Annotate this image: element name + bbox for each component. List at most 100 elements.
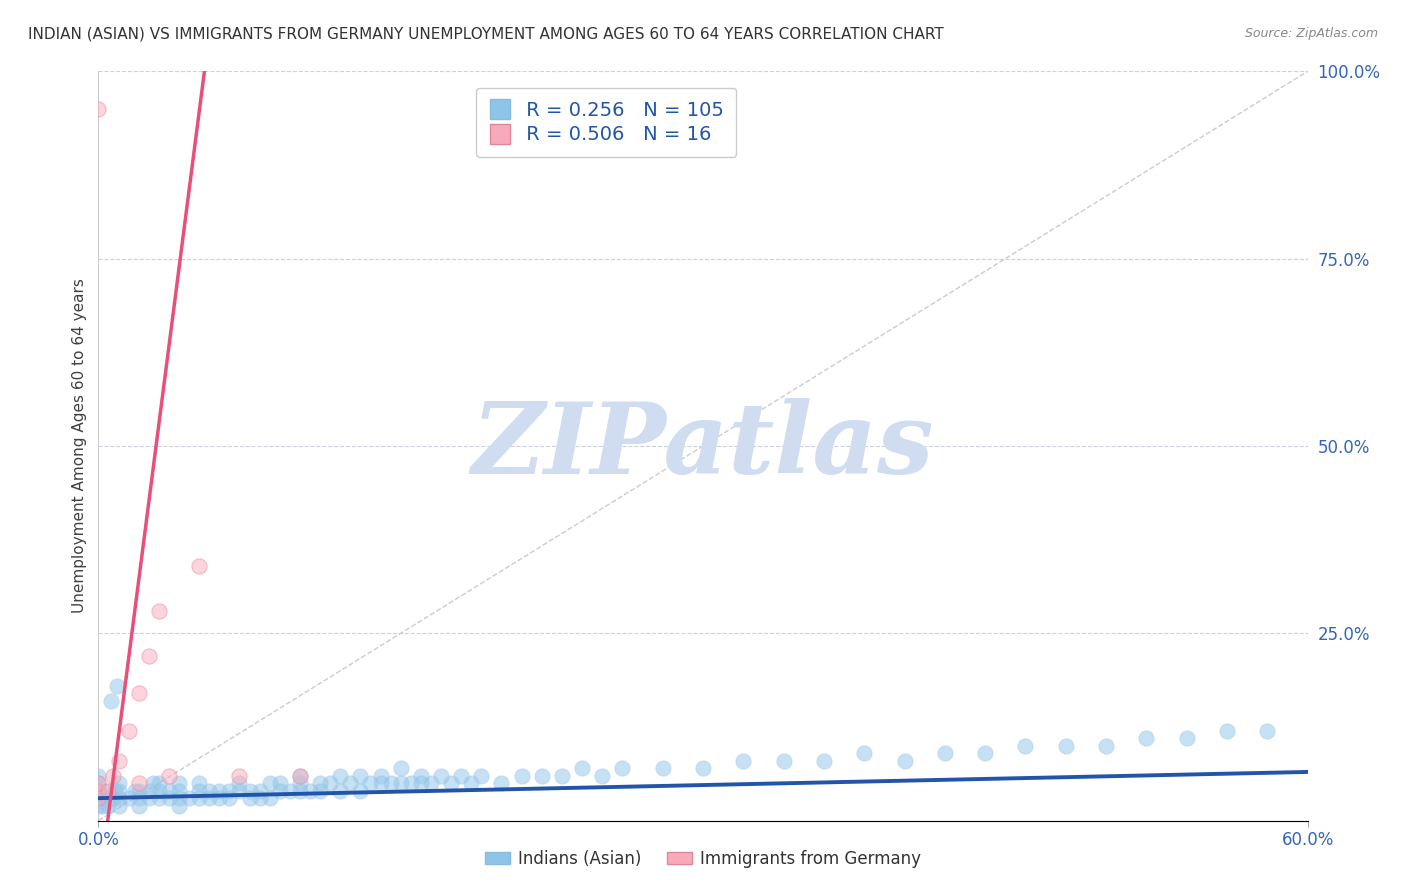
Point: [259, 791, 281, 805]
Point: [157, 769, 180, 783]
Point: [128, 798, 150, 813]
Point: [370, 769, 392, 783]
Y-axis label: Unemployment Among Ages 60 to 64 years: Unemployment Among Ages 60 to 64 years: [72, 278, 87, 614]
Point: [470, 769, 492, 783]
Point: [228, 776, 250, 790]
Point: [188, 783, 211, 797]
Point: [813, 754, 835, 768]
Point: [188, 558, 211, 573]
Point: [309, 783, 332, 797]
Point: [107, 783, 129, 797]
Point: [101, 791, 124, 805]
Text: INDIAN (ASIAN) VS IMMIGRANTS FROM GERMANY UNEMPLOYMENT AMONG AGES 60 TO 64 YEARS: INDIAN (ASIAN) VS IMMIGRANTS FROM GERMAN…: [28, 27, 943, 42]
Point: [198, 791, 221, 805]
Point: [208, 791, 231, 805]
Point: [440, 776, 463, 790]
Point: [128, 776, 150, 790]
Point: [167, 776, 190, 790]
Point: [228, 783, 250, 797]
Point: [1216, 723, 1239, 738]
Point: [228, 769, 250, 783]
Point: [87, 776, 110, 790]
Point: [138, 791, 160, 805]
Point: [612, 761, 634, 775]
Point: [87, 791, 110, 805]
Point: [142, 776, 165, 790]
Text: Source: ZipAtlas.com: Source: ZipAtlas.com: [1244, 27, 1378, 40]
Point: [1256, 723, 1278, 738]
Point: [380, 776, 402, 790]
Point: [288, 769, 311, 783]
Point: [148, 776, 170, 790]
Point: [259, 776, 281, 790]
Point: [288, 769, 311, 783]
Point: [239, 791, 262, 805]
Point: [107, 791, 129, 805]
Point: [87, 791, 110, 805]
Point: [733, 754, 755, 768]
Point: [571, 761, 593, 775]
Point: [692, 761, 714, 775]
Point: [249, 791, 271, 805]
Point: [1095, 739, 1118, 753]
Point: [409, 769, 432, 783]
Point: [96, 783, 118, 797]
Point: [370, 776, 392, 790]
Point: [157, 783, 180, 797]
Point: [128, 783, 150, 797]
Point: [389, 776, 412, 790]
Point: [399, 776, 422, 790]
Point: [349, 769, 371, 783]
Point: [107, 776, 129, 790]
Point: [167, 798, 190, 813]
Text: ZIPatlas: ZIPatlas: [472, 398, 934, 494]
Point: [128, 686, 150, 700]
Point: [138, 648, 160, 663]
Point: [360, 776, 382, 790]
Point: [551, 769, 574, 783]
Legend: Indians (Asian), Immigrants from Germany: Indians (Asian), Immigrants from Germany: [478, 844, 928, 875]
Point: [188, 776, 211, 790]
Legend:  R = 0.256   N = 105,  R = 0.506   N = 16: R = 0.256 N = 105, R = 0.506 N = 16: [477, 88, 737, 157]
Point: [1135, 731, 1157, 746]
Point: [651, 761, 673, 775]
Point: [128, 791, 150, 805]
Point: [101, 769, 124, 783]
Point: [87, 798, 110, 813]
Point: [450, 769, 472, 783]
Point: [288, 776, 311, 790]
Point: [107, 798, 129, 813]
Point: [103, 783, 125, 797]
Point: [278, 783, 301, 797]
Point: [299, 783, 322, 797]
Point: [188, 791, 211, 805]
Point: [208, 783, 231, 797]
Point: [339, 776, 361, 790]
Point: [460, 776, 482, 790]
Point: [591, 769, 613, 783]
Point: [91, 798, 114, 813]
Point: [107, 754, 129, 768]
Point: [1054, 739, 1077, 753]
Point: [309, 776, 332, 790]
Point: [167, 791, 190, 805]
Point: [319, 776, 342, 790]
Point: [1014, 739, 1036, 753]
Point: [249, 783, 271, 797]
Point: [138, 783, 160, 797]
Point: [118, 791, 141, 805]
Point: [87, 769, 110, 783]
Point: [100, 694, 122, 708]
Point: [430, 769, 453, 783]
Point: [93, 791, 115, 805]
Point: [148, 783, 170, 797]
Point: [198, 783, 221, 797]
Point: [420, 776, 443, 790]
Point: [87, 783, 110, 797]
Point: [239, 783, 262, 797]
Point: [329, 783, 352, 797]
Point: [269, 776, 291, 790]
Point: [530, 769, 553, 783]
Point: [97, 798, 120, 813]
Point: [389, 761, 412, 775]
